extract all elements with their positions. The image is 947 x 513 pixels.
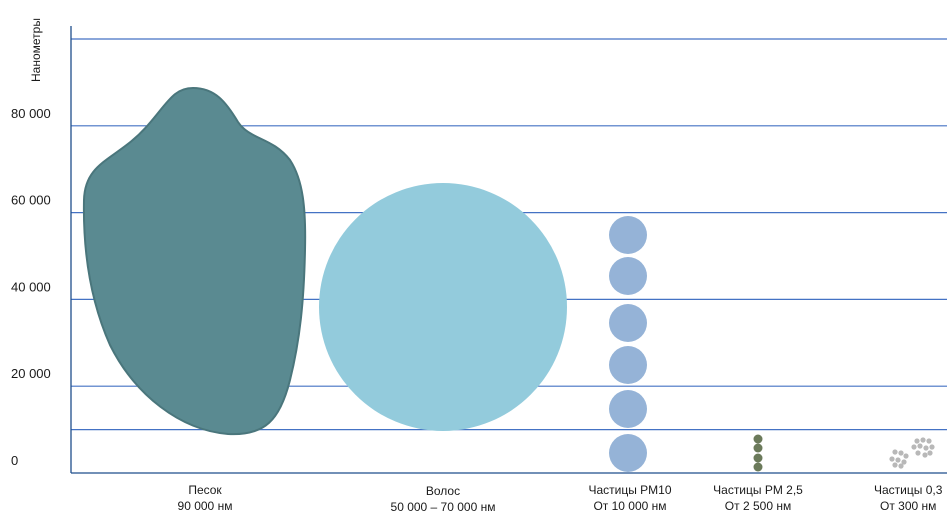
hair-cross-section-circle [319,183,567,431]
pm10-particle-stack [609,216,647,472]
sand-grain-shape [82,86,307,436]
y-tick-label: 20 000 [11,366,51,381]
fine-particle [929,444,935,450]
category-size-fine: От 300 нм [880,499,936,513]
fine-particle [892,449,898,455]
y-tick-label: 0 [11,453,18,468]
pm25-particle [753,434,763,444]
category-size-hair: 50 000 – 70 000 нм [391,500,496,513]
fine-particle [923,445,929,451]
fine-particle [901,459,907,465]
category-size-pm25: От 2 500 нм [725,499,791,513]
fine-particle [911,444,917,450]
pm25-particle [753,443,763,453]
pm25-particle-stack [753,434,763,472]
pm25-particle [753,453,763,463]
pm10-particle [609,257,647,295]
category-name-hair: Волос [426,484,460,498]
y-tick-label: 60 000 [11,193,51,208]
category-name-fine: Частицы 0,3 [874,483,943,497]
fine-particle [927,450,933,456]
category-name-pm10: Частицы PM10 [588,483,671,497]
fine-particle [895,457,901,463]
fine-particle [903,453,909,459]
fine-particle [922,452,928,458]
fine-particle [892,462,898,468]
category-labels: Песок 90 000 нм Волос 50 000 – 70 000 нм… [178,483,943,513]
pm10-particle [609,434,647,472]
fine-particle [915,450,921,456]
y-tick-labels: 0 20 000 40 000 60 000 80 000 [11,106,51,468]
fine-particle [917,443,923,449]
category-size-pm10: От 10 000 нм [593,499,666,513]
y-axis-label: Нанометры [29,18,43,82]
fine-particle [898,450,904,456]
fine-particle [889,456,895,462]
fine-particle [898,463,904,469]
fine-particle [920,437,926,443]
y-tick-label: 80 000 [11,106,51,121]
fine-particle-clusters [889,437,935,469]
category-size-sand: 90 000 нм [178,499,233,513]
pm10-particle [609,304,647,342]
fine-particle [914,438,920,444]
pm10-particle [609,390,647,428]
pm25-particle [753,462,763,472]
pm10-particle [609,216,647,254]
y-tick-label: 40 000 [11,279,51,294]
category-name-sand: Песок [188,483,222,497]
category-name-pm25: Частицы PM 2,5 [713,483,803,497]
fine-particle [926,438,932,444]
pm10-particle [609,346,647,384]
